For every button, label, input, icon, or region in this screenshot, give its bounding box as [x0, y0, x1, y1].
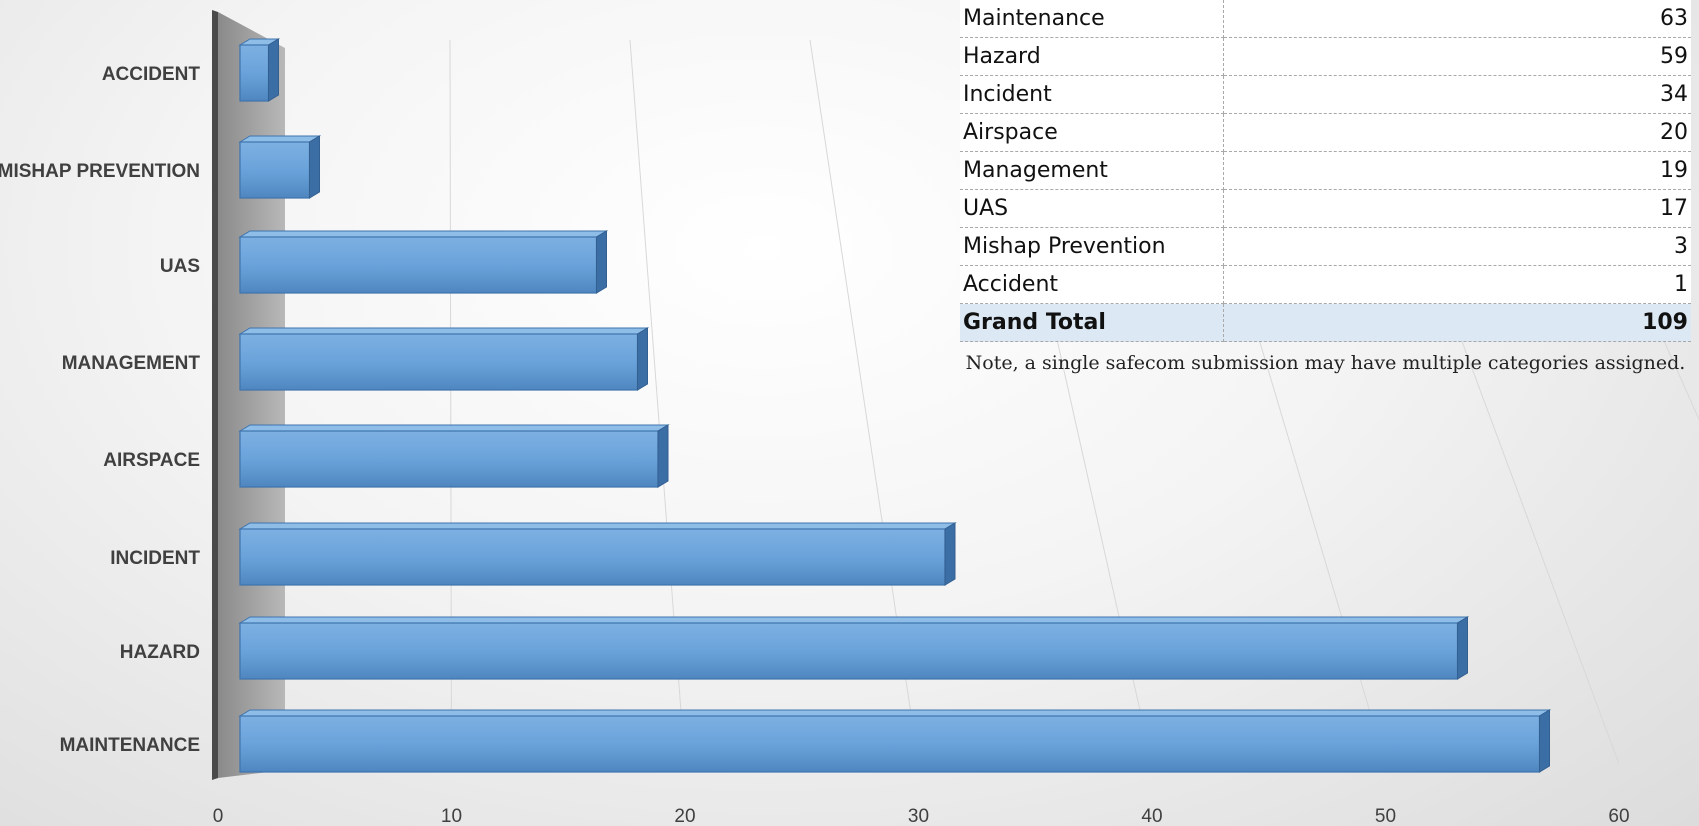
table-category-cell: Hazard	[960, 37, 1224, 76]
category-label: HAZARD	[120, 642, 200, 663]
total-value: 109	[1223, 303, 1691, 342]
table-category-cell: Accident	[960, 265, 1224, 304]
bar-top	[238, 424, 670, 432]
summary-table: Maintenance 63 Hazard 59 Incident 34 Airspace 2…	[960, 0, 1691, 342]
table-row: Airspace 20	[960, 113, 1691, 152]
table-category-cell: Management	[960, 151, 1224, 190]
table-body: Maintenance 63 Hazard 59 Incident 34 Airspace 2…	[960, 0, 1691, 342]
bar-side	[309, 135, 320, 199]
table-category-cell: Incident	[960, 75, 1224, 114]
table-row: Incident 34	[960, 75, 1691, 114]
bar	[239, 622, 1459, 680]
bar-top	[238, 709, 1552, 717]
x-axis-ticks: 010203040506070	[213, 806, 1630, 826]
table-value-cell: 17	[1223, 189, 1691, 228]
bar-top	[238, 230, 609, 238]
category-label: MANAGEMENT	[62, 353, 201, 374]
x-tick-label: 60	[1608, 806, 1629, 826]
bar	[239, 333, 639, 391]
bar	[239, 528, 946, 586]
wall-face	[218, 12, 285, 778]
bar-side	[1457, 616, 1468, 680]
category-label: INCIDENT	[110, 548, 200, 569]
table-value-cell: 1	[1223, 265, 1691, 304]
bar-top	[238, 616, 1470, 624]
table-value-cell: 34	[1223, 75, 1691, 114]
category-label: ACCIDENT	[102, 64, 201, 85]
bar	[239, 236, 598, 294]
table-category-cell: Airspace	[960, 113, 1224, 152]
bar	[239, 430, 659, 488]
bar-top	[238, 135, 322, 143]
table-row: Maintenance 63	[960, 0, 1691, 38]
table-value-cell: 59	[1223, 37, 1691, 76]
table-row: Management 19	[960, 151, 1691, 190]
category-label: AIRSPACE	[103, 450, 200, 471]
category-labels: ACCIDENT MISHAP PREVENTION UAS MANAGEMENT AI…	[0, 64, 200, 756]
x-tick-label: 30	[908, 806, 929, 826]
table-row: Accident 1	[960, 265, 1691, 304]
category-label: UAS	[160, 256, 200, 277]
table-value-cell: 20	[1223, 113, 1691, 152]
x-tick-label: 20	[674, 806, 695, 826]
table-row: Mishap Prevention 3	[960, 227, 1691, 266]
category-label: MISHAP PREVENTION	[0, 161, 200, 182]
x-tick-label: 40	[1141, 806, 1162, 826]
x-tick-label: 10	[441, 806, 462, 826]
table-value-cell: 19	[1223, 151, 1691, 190]
bar-side	[657, 424, 669, 488]
table-category-cell: Maintenance	[960, 0, 1224, 38]
x-tick-label: 50	[1375, 806, 1396, 826]
bar	[239, 141, 311, 199]
bar-top	[238, 522, 957, 530]
total-label: Grand Total	[960, 303, 1224, 342]
bar	[239, 715, 1541, 773]
bar	[239, 44, 270, 102]
category-label: MAINTENANCE	[60, 735, 200, 756]
chart-back-wall	[212, 10, 285, 780]
wall-edge	[212, 10, 218, 780]
bar-top	[238, 327, 650, 335]
bar-side	[1539, 709, 1550, 773]
bar-side	[596, 230, 607, 294]
table-row: Hazard 59	[960, 37, 1691, 76]
table-value-cell: 63	[1223, 0, 1691, 38]
table-row: UAS 17	[960, 189, 1691, 228]
bar-side	[268, 38, 279, 102]
bar-side	[637, 327, 648, 391]
table-category-cell: UAS	[960, 189, 1224, 228]
bars	[238, 38, 1552, 773]
table-value-cell: 3	[1223, 227, 1691, 266]
x-tick-label: 0	[213, 806, 224, 826]
table-total-row: Grand Total 109	[960, 303, 1691, 342]
table-note: Note, a single safecom submission may ha…	[965, 352, 1686, 374]
bar-side	[944, 522, 956, 586]
table-category-cell: Mishap Prevention	[960, 227, 1224, 266]
